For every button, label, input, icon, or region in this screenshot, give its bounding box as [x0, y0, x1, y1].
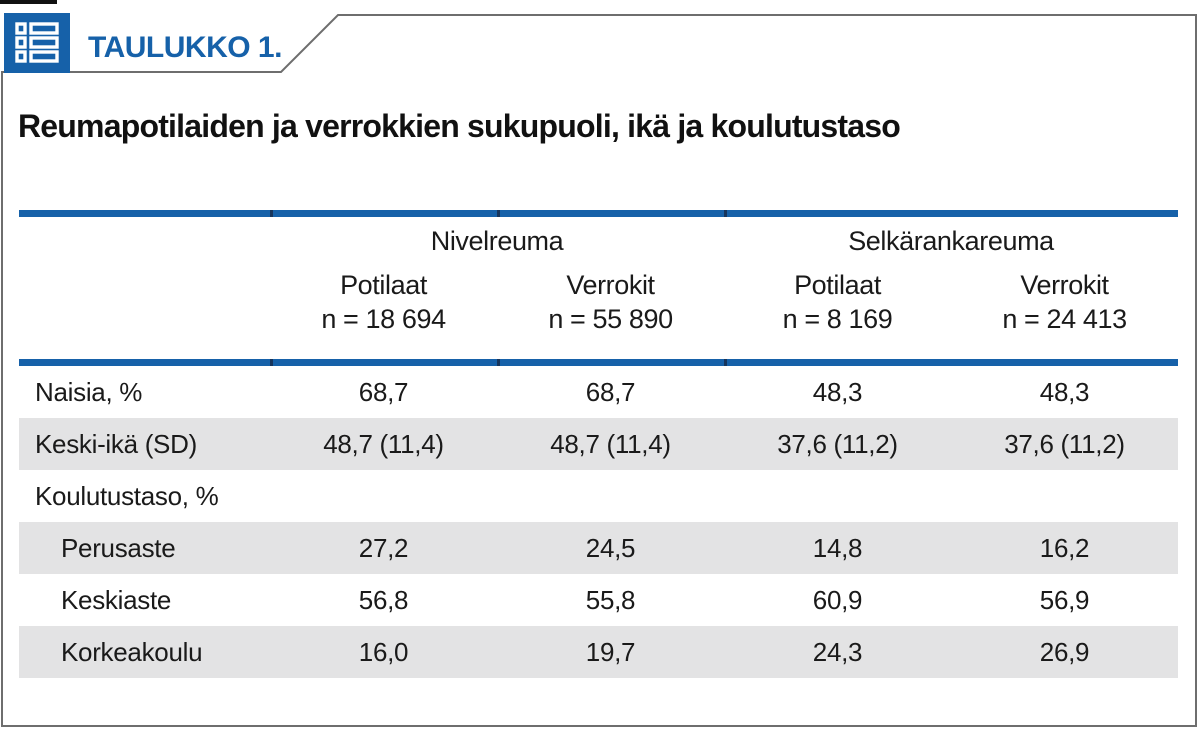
column-header: Potilaat n = 8 169	[724, 264, 951, 336]
row-label: Koulutustaso, %	[35, 480, 219, 511]
cell-value: 37,6 (11,2)	[777, 428, 898, 459]
rule-tick	[497, 210, 500, 217]
table-title: Reumapotilaiden ja verrokkien sukupuoli,…	[18, 108, 901, 144]
tab-badge	[4, 13, 70, 73]
table-row: Keski-ikä (SD) 48,7 (11,4) 48,7 (11,4) 3…	[19, 418, 1178, 470]
column-n-count: n = 55 890	[548, 304, 673, 334]
row-label: Keskiaste	[61, 584, 172, 615]
cell-value: 48,3	[812, 376, 863, 407]
cell-value: 68,7	[358, 376, 409, 407]
cell-value: 48,3	[1039, 376, 1090, 407]
rule-tick	[724, 210, 727, 217]
table-body: Naisia, % 68,7 68,7 48,3 48,3 Keski-ikä …	[19, 366, 1178, 678]
column-n-count: n = 18 694	[321, 304, 446, 334]
table-row: Koulutustaso, %	[19, 470, 1178, 522]
rule-tick	[270, 359, 273, 366]
rule-tick	[497, 359, 500, 366]
column-header: Potilaat n = 18 694	[270, 264, 497, 336]
row-label: Perusaste	[61, 532, 176, 563]
column-group-nivelreuma: Nivelreuma	[430, 225, 564, 256]
cell-value: 19,7	[585, 636, 636, 667]
rule-tick	[270, 210, 273, 217]
cell-value: 37,6 (11,2)	[1004, 428, 1125, 459]
cell-value: 68,7	[585, 376, 636, 407]
cell-value: 56,9	[1039, 584, 1090, 615]
cell-value: 48,7 (11,4)	[323, 428, 444, 459]
cell-value: 14,8	[812, 532, 863, 563]
table-row: Naisia, % 68,7 68,7 48,3 48,3	[19, 366, 1178, 418]
rule-tick	[724, 359, 727, 366]
cell-value: 16,2	[1039, 532, 1090, 563]
row-label: Keski-ikä (SD)	[35, 428, 197, 459]
column-header-label: Verrokit	[566, 270, 655, 300]
cell-value: 16,0	[358, 636, 409, 667]
column-n-count: n = 8 169	[782, 304, 893, 334]
cell-value: 60,9	[812, 584, 863, 615]
row-label: Korkeakoulu	[61, 636, 203, 667]
cell-value: 26,9	[1039, 636, 1090, 667]
table-top-rule	[19, 210, 1178, 217]
column-header-label: Potilaat	[794, 270, 881, 300]
cell-value: 27,2	[358, 532, 409, 563]
cell-value: 56,8	[358, 584, 409, 615]
table-icon	[15, 22, 59, 63]
column-header-label: Verrokit	[1020, 270, 1109, 300]
cell-value: 55,8	[585, 584, 636, 615]
header-bottom-rule	[19, 359, 1178, 366]
column-group-selkarankareuma: Selkärankareuma	[848, 225, 1054, 256]
table-row: Perusaste 27,2 24,5 14,8 16,2	[19, 522, 1178, 574]
table-row: Keskiaste 56,8 55,8 60,9 56,9	[19, 574, 1178, 626]
column-header: Verrokit n = 55 890	[497, 264, 724, 336]
cell-value: 24,3	[812, 636, 863, 667]
tab-label: TAULUKKO 1.	[88, 31, 282, 64]
column-n-count: n = 24 413	[1002, 304, 1127, 334]
cell-value: 48,7 (11,4)	[550, 428, 671, 459]
column-header: Verrokit n = 24 413	[951, 264, 1178, 336]
row-label: Naisia, %	[35, 376, 143, 407]
header-spacer	[19, 264, 270, 336]
column-header-label: Potilaat	[340, 270, 427, 300]
cell-value: 24,5	[585, 532, 636, 563]
page-edge-strip	[0, 0, 57, 4]
header-spacer	[19, 218, 270, 264]
table-row: Korkeakoulu 16,0 19,7 24,3 26,9	[19, 626, 1178, 678]
table-header: Nivelreuma Selkärankareuma Potilaat n = …	[19, 218, 1178, 336]
